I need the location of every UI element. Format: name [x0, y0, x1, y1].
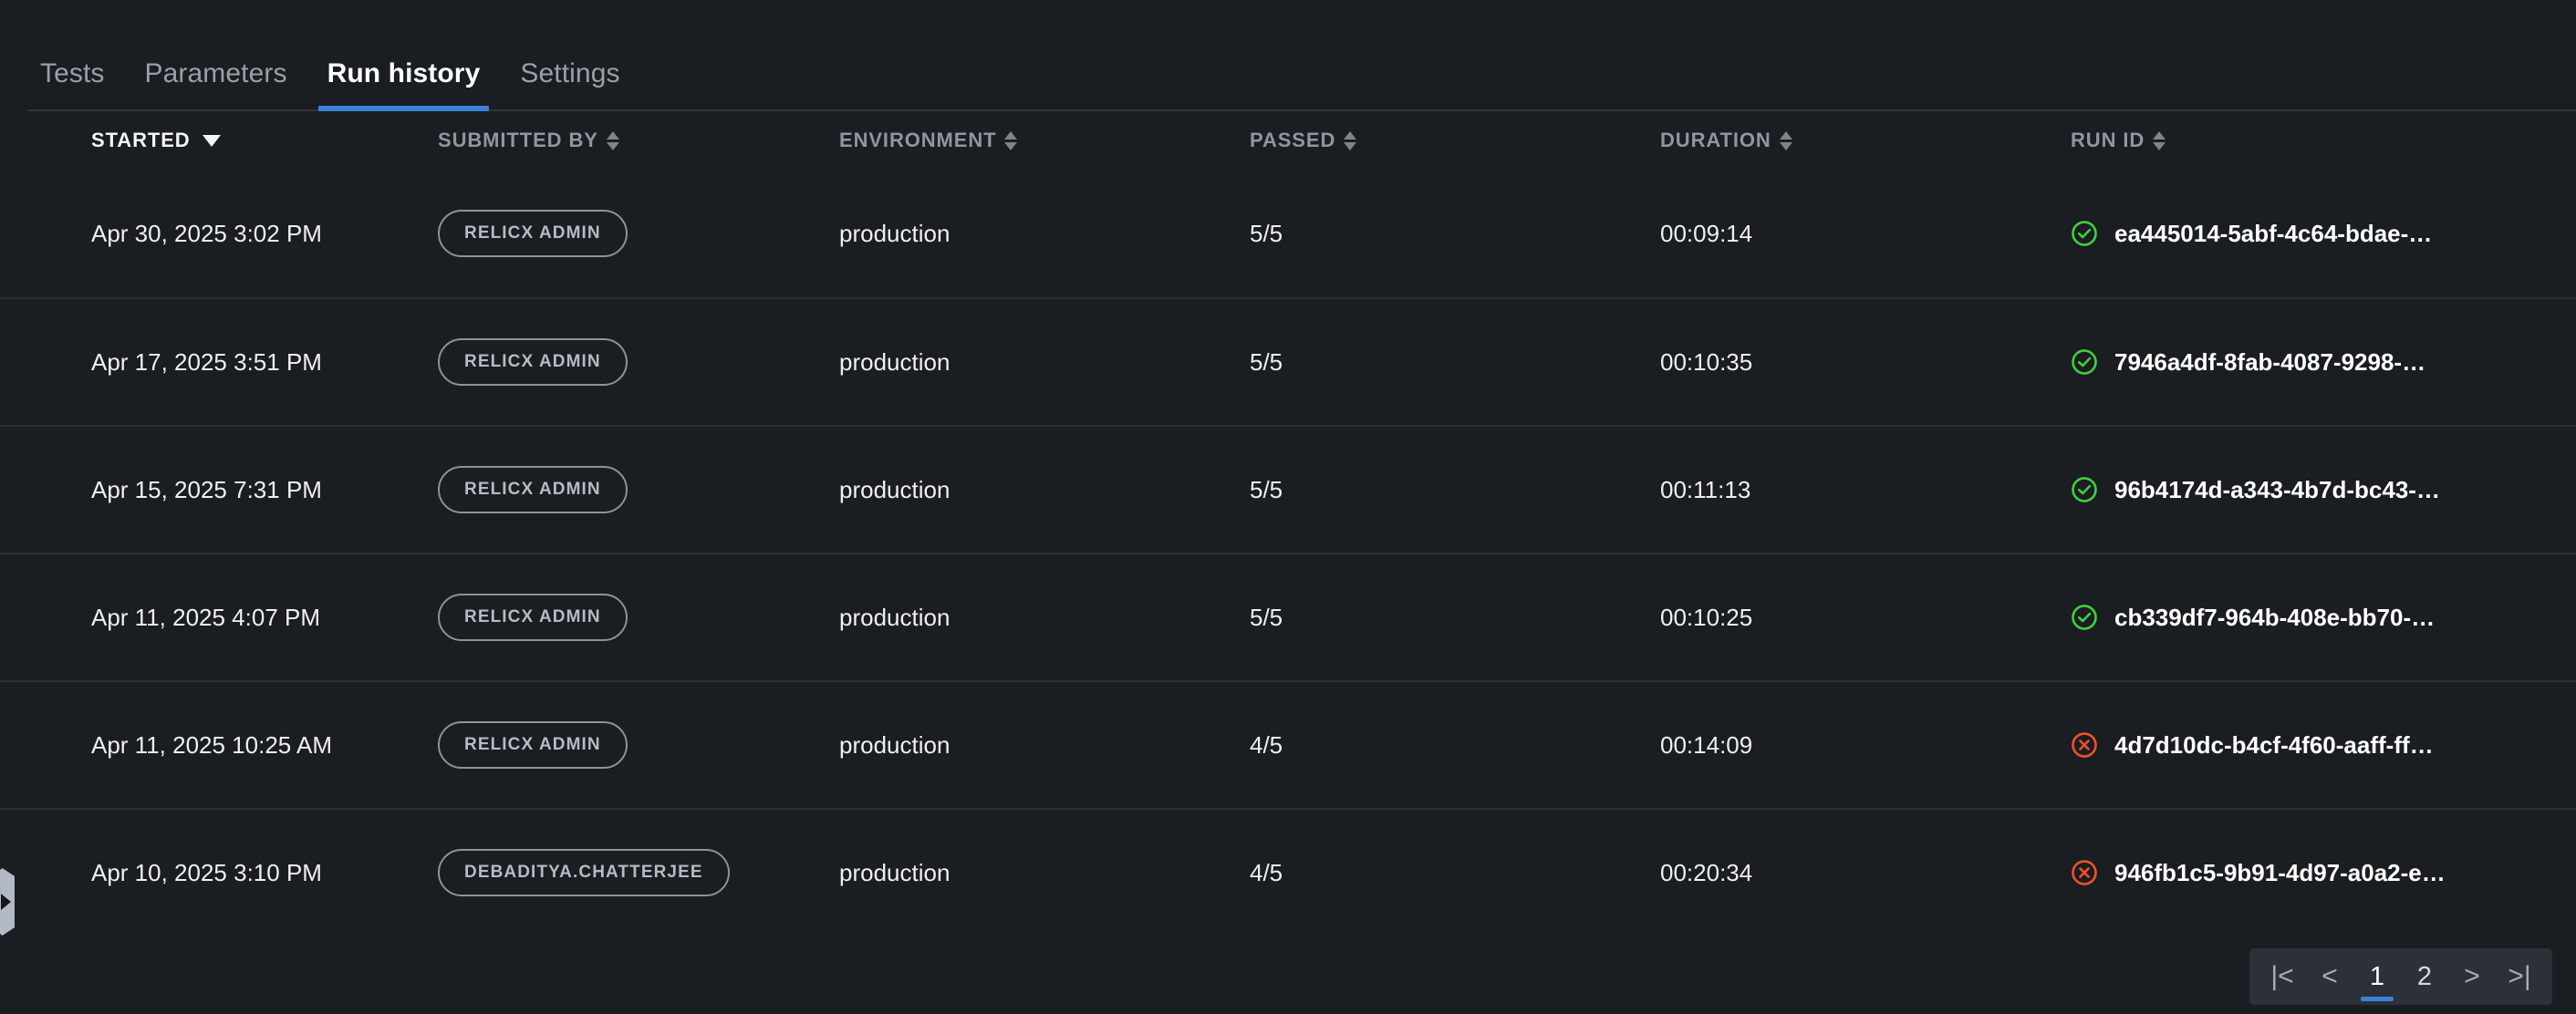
pagination-first-button[interactable]: |<: [2259, 948, 2306, 1005]
pagination-container: |< < 1 2 > >|: [0, 936, 2576, 1005]
pagination-last-button[interactable]: >|: [2496, 948, 2543, 1005]
cell-run-id: ea445014-5abf-4c64-bdae-…: [2071, 220, 2576, 248]
table-body: Apr 30, 2025 3:02 PM RELICX ADMIN producti…: [0, 170, 2576, 936]
column-header-label: SUBMITTED BY: [438, 129, 598, 151]
cell-environment: production: [839, 730, 950, 759]
cell-passed: 5/5: [1250, 347, 1283, 376]
cell-environment: production: [839, 603, 950, 631]
cell-passed: 4/5: [1250, 858, 1283, 886]
sort-toggle-icon: [1004, 130, 1018, 150]
check-circle-icon: [2071, 220, 2098, 247]
cell-environment: production: [839, 347, 950, 376]
sort-toggle-icon: [606, 130, 619, 150]
cell-started: Apr 15, 2025 7:31 PM: [91, 475, 322, 503]
sort-toggle-icon: [1779, 130, 1792, 150]
cell-passed: 4/5: [1250, 730, 1283, 759]
check-circle-icon: [2071, 348, 2098, 376]
column-header-started[interactable]: STARTED: [27, 129, 438, 152]
cell-started: Apr 11, 2025 4:07 PM: [91, 603, 321, 631]
column-header-label: ENVIRONMENT: [839, 129, 997, 151]
run-id-text[interactable]: ea445014-5abf-4c64-bdae-…: [2114, 219, 2433, 247]
cell-submitted-by: RELICX ADMIN: [438, 210, 839, 257]
cell-passed: 5/5: [1250, 603, 1283, 631]
cell-submitted-by: RELICX ADMIN: [438, 721, 839, 769]
cell-duration: 00:11:13: [1660, 475, 1751, 503]
cell-duration: 00:14:09: [1660, 730, 1753, 759]
submitted-by-badge[interactable]: RELICX ADMIN: [438, 594, 628, 641]
submitted-by-badge[interactable]: RELICX ADMIN: [438, 338, 628, 386]
cell-environment: production: [839, 219, 950, 247]
cell-started: Apr 17, 2025 3:51 PM: [91, 347, 322, 376]
sort-toggle-icon: [1344, 130, 1357, 150]
cell-submitted-by: DEBADITYA.CHATTERJEE: [438, 849, 839, 896]
cell-duration: 00:20:34: [1660, 858, 1753, 886]
pagination-prev-button[interactable]: <: [2306, 948, 2353, 1005]
column-header-passed[interactable]: PASSED: [1250, 129, 1660, 152]
cell-passed: 5/5: [1250, 475, 1283, 503]
cell-passed: 5/5: [1250, 219, 1283, 247]
chevron-right-icon: [1, 894, 11, 910]
cell-submitted-by: RELICX ADMIN: [438, 594, 839, 641]
tab-settings[interactable]: Settings: [520, 58, 620, 88]
column-header-label: RUN ID: [2071, 129, 2145, 151]
run-id-text[interactable]: 4d7d10dc-b4cf-4f60-aaff-ff…: [2114, 730, 2434, 759]
cell-run-id: 946fb1c5-9b91-4d97-a0a2-e…: [2071, 859, 2576, 887]
run-history-table: STARTED SUBMITTED BY ENVIRONMENT PASSED …: [0, 111, 2576, 936]
cell-run-id: 4d7d10dc-b4cf-4f60-aaff-ff…: [2071, 731, 2576, 760]
table-row[interactable]: Apr 10, 2025 3:10 PM DEBADITYA.CHATTERJEE…: [0, 808, 2576, 936]
column-header-label: STARTED: [91, 129, 191, 151]
cell-started: Apr 30, 2025 3:02 PM: [91, 219, 322, 247]
cell-duration: 00:10:25: [1660, 603, 1753, 631]
cell-duration: 00:09:14: [1660, 219, 1753, 247]
cell-run-id: cb339df7-964b-408e-bb70-…: [2071, 604, 2576, 632]
pagination: |< < 1 2 > >|: [2249, 948, 2552, 1005]
run-id-text[interactable]: 946fb1c5-9b91-4d97-a0a2-e…: [2114, 858, 2446, 886]
table-header-row: STARTED SUBMITTED BY ENVIRONMENT PASSED …: [0, 111, 2576, 170]
sort-descending-icon: [202, 134, 221, 147]
cell-duration: 00:10:35: [1660, 347, 1753, 376]
cell-submitted-by: RELICX ADMIN: [438, 466, 839, 513]
table-row[interactable]: Apr 30, 2025 3:02 PM RELICX ADMIN producti…: [0, 170, 2576, 297]
table-row[interactable]: Apr 11, 2025 10:25 AM RELICX ADMIN product…: [0, 680, 2576, 808]
tab-tests[interactable]: Tests: [40, 58, 105, 88]
submitted-by-badge[interactable]: RELICX ADMIN: [438, 210, 628, 257]
sort-toggle-icon: [2153, 130, 2166, 150]
table-row[interactable]: Apr 17, 2025 3:51 PM RELICX ADMIN producti…: [0, 297, 2576, 425]
check-circle-icon: [2071, 604, 2098, 631]
cell-submitted-by: RELICX ADMIN: [438, 338, 839, 386]
table-row[interactable]: Apr 11, 2025 4:07 PM RELICX ADMIN producti…: [0, 553, 2576, 680]
column-header-label: DURATION: [1660, 129, 1771, 151]
column-header-label: PASSED: [1250, 129, 1336, 151]
column-header-environment[interactable]: ENVIRONMENT: [839, 129, 1250, 152]
submitted-by-badge[interactable]: RELICX ADMIN: [438, 721, 628, 769]
check-circle-icon: [2071, 476, 2098, 503]
column-header-submitted-by[interactable]: SUBMITTED BY: [438, 129, 839, 152]
cell-run-id: 96b4174d-a343-4b7d-bc43-…: [2071, 476, 2576, 504]
column-header-duration[interactable]: DURATION: [1660, 129, 2071, 152]
cell-started: Apr 11, 2025 10:25 AM: [91, 730, 333, 759]
column-header-run-id[interactable]: RUN ID: [2071, 129, 2576, 152]
cell-started: Apr 10, 2025 3:10 PM: [91, 858, 322, 886]
x-circle-icon: [2071, 859, 2098, 886]
submitted-by-badge[interactable]: DEBADITYA.CHATTERJEE: [438, 849, 730, 896]
table-row[interactable]: Apr 15, 2025 7:31 PM RELICX ADMIN producti…: [0, 425, 2576, 553]
pagination-page-1-button[interactable]: 1: [2353, 948, 2401, 1005]
pagination-page-2-button[interactable]: 2: [2401, 948, 2448, 1005]
tab-run-history[interactable]: Run history: [307, 60, 501, 111]
submitted-by-badge[interactable]: RELICX ADMIN: [438, 466, 628, 513]
run-id-text[interactable]: 7946a4df-8fab-4087-9298-…: [2114, 347, 2426, 376]
x-circle-icon: [2071, 731, 2098, 759]
run-id-text[interactable]: cb339df7-964b-408e-bb70-…: [2114, 603, 2436, 631]
run-id-text[interactable]: 96b4174d-a343-4b7d-bc43-…: [2114, 475, 2440, 503]
cell-environment: production: [839, 858, 950, 886]
cell-run-id: 7946a4df-8fab-4087-9298-…: [2071, 348, 2576, 377]
pagination-next-button[interactable]: >: [2448, 948, 2496, 1005]
tab-bar: Tests Parameters Run history Settings: [0, 0, 2576, 111]
cell-environment: production: [839, 475, 950, 503]
panel-expand-handle[interactable]: [0, 868, 15, 936]
tab-parameters[interactable]: Parameters: [144, 58, 287, 88]
